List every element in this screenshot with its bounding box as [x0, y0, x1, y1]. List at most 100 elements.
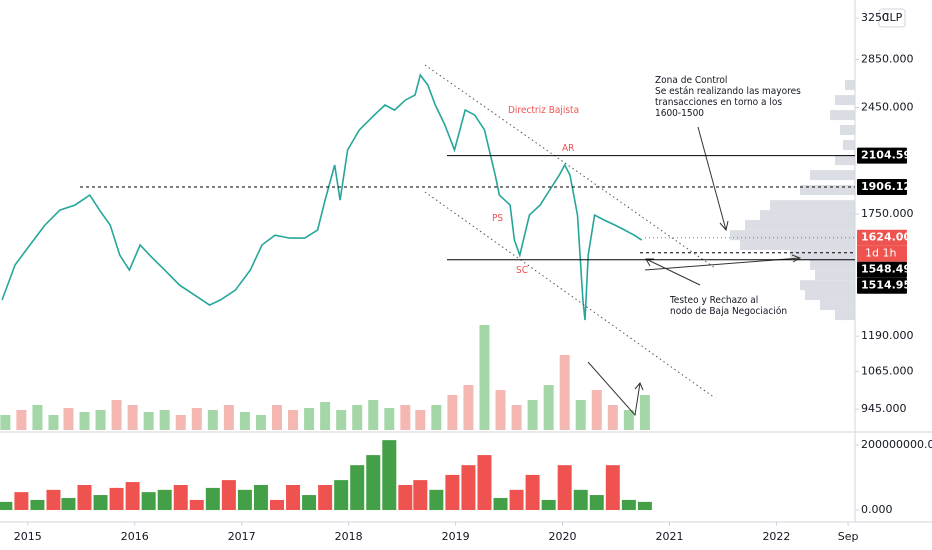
indicator-bar [237, 489, 252, 510]
currency-button[interactable] [878, 8, 906, 28]
currency[interactable]: CLP [882, 11, 903, 24]
indicator-bar [637, 501, 652, 510]
annotation: AR [562, 143, 574, 154]
volume-bar [271, 405, 282, 430]
indicator-bar [461, 465, 476, 510]
indicator-bar [269, 499, 284, 510]
volume-bar [591, 390, 602, 430]
x-tick-label: Sep [838, 530, 859, 543]
profile-bar [805, 290, 855, 301]
x-tick-label: 2019 [442, 530, 470, 543]
volume-bar [239, 412, 250, 430]
annotation: SC [516, 265, 528, 276]
volume-bar [207, 410, 218, 430]
indicator-bar [382, 440, 397, 510]
x-tick-label: 2020 [549, 530, 577, 543]
annotation: Zona de Control [655, 75, 727, 86]
indicator-bar [398, 484, 413, 510]
profile-bar [835, 155, 855, 166]
x-tick-label: 2018 [335, 530, 363, 543]
indicator-bar [605, 465, 620, 510]
indicator-bar [46, 489, 61, 510]
volume-bar [255, 415, 266, 430]
profile-bar [770, 200, 855, 211]
indicator-bar [157, 489, 172, 510]
price-label-box [857, 147, 907, 164]
y-tick-label: 1190.000 [861, 329, 914, 342]
indicator-bar [445, 474, 460, 510]
volume-bar [16, 410, 27, 430]
indicator-bar [173, 484, 188, 510]
volume-bar [127, 405, 138, 430]
volume-bar [304, 408, 315, 430]
indicator-bar [477, 455, 492, 510]
volume-bar [336, 410, 347, 430]
volume-bar [63, 408, 74, 430]
volume-bar [559, 355, 570, 430]
indicator-bar [141, 492, 156, 510]
arrow [587, 361, 641, 417]
profile-bar [820, 300, 855, 311]
profile-bar [740, 240, 855, 251]
price-label: 2104.591 [861, 149, 919, 162]
price-label: 1906.129 [861, 180, 919, 193]
volume-bar [320, 402, 331, 430]
y-tick-label: 2850.000 [861, 53, 914, 66]
indicator-bar [77, 484, 92, 510]
volume-bar [79, 412, 90, 430]
indicator-bar [318, 484, 333, 510]
indicator-bar [0, 501, 13, 510]
volume-bar [639, 395, 650, 430]
volume-bar [447, 395, 458, 430]
volume-bar [495, 390, 506, 430]
y-tick-label: 1750.000 [861, 207, 914, 220]
y-tick-label: 3250 [861, 11, 889, 24]
volume-bar [479, 325, 490, 430]
x-tick-label: 2022 [762, 530, 790, 543]
indicator-bar [557, 465, 572, 510]
indicator-bar [93, 495, 108, 510]
x-tick-label: 2017 [228, 530, 256, 543]
annotation: 1600-1500 [655, 108, 704, 119]
profile-bar [745, 220, 855, 231]
volume-bar [543, 385, 554, 430]
volume-bar [223, 405, 234, 430]
x-tick-label: 2016 [121, 530, 149, 543]
countdown-box [857, 245, 907, 262]
arrow [645, 258, 701, 286]
annotation: transacciones en torno a los [655, 97, 782, 108]
y-tick-label: 200000000.000 [861, 438, 932, 451]
indicator-bar [541, 499, 556, 510]
volume-bar [95, 410, 106, 430]
channel-line [424, 64, 716, 269]
volume-bar [175, 415, 186, 430]
indicator-bar [221, 480, 236, 510]
profile-bar [810, 260, 855, 271]
volume-bar [352, 405, 363, 430]
channel-line [424, 191, 716, 399]
indicator-bar [205, 487, 220, 510]
y-tick-label: 0.000 [861, 503, 893, 516]
price-label-box [857, 277, 907, 294]
indicator-bar [413, 480, 428, 510]
indicator-bar [334, 480, 349, 510]
y-tick-label: 1065.000 [861, 364, 914, 377]
volume-bar [32, 405, 43, 430]
annotation: PS [492, 213, 503, 224]
indicator-bar [621, 499, 636, 510]
price-label-box [857, 178, 907, 195]
indicator-bar [109, 487, 124, 510]
volume-bar [288, 410, 299, 430]
indicator-bar [366, 455, 381, 510]
indicator-bar [429, 489, 444, 510]
volume-bar [575, 400, 586, 430]
profile-bar [760, 210, 855, 221]
arrow-head [645, 258, 654, 267]
annotation: Directriz Bajista [508, 105, 579, 116]
annotation: Testeo y Rechazo al [669, 295, 758, 306]
profile-bar [840, 124, 855, 135]
indicator-bar [189, 499, 204, 510]
arrow-head [719, 220, 729, 232]
volume-bar [191, 408, 202, 430]
